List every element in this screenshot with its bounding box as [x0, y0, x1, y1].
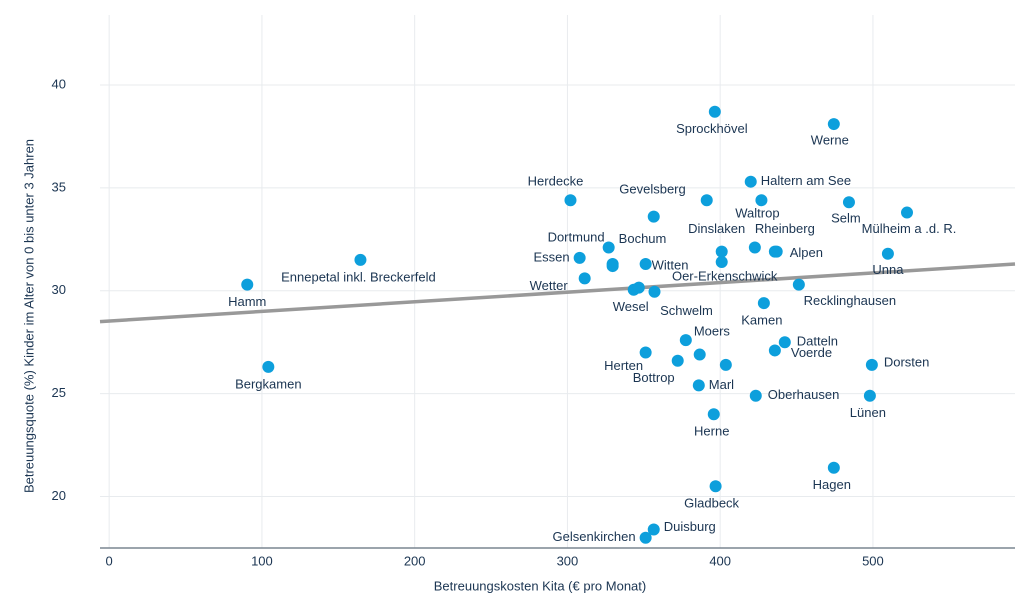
point-label: Herten — [604, 358, 643, 373]
point-label: Werne — [811, 133, 849, 148]
point-label: Dinslaken — [688, 221, 745, 236]
point-label: Schwelm — [660, 303, 713, 318]
point-label: Oberhausen — [768, 387, 840, 402]
y-tick-label: 20 — [52, 488, 66, 503]
point — [744, 175, 757, 188]
point — [757, 297, 770, 310]
point-label: Datteln — [797, 334, 838, 349]
point-label: Oer-Erkenschwick — [672, 268, 778, 283]
point — [827, 461, 840, 474]
point — [749, 389, 762, 402]
point — [755, 194, 768, 207]
point — [639, 531, 652, 544]
y-tick-label: 35 — [52, 179, 66, 194]
point-label: Bergkamen — [235, 376, 301, 391]
point-label: Kamen — [741, 313, 782, 328]
point — [715, 255, 728, 268]
y-axis-label: Betreuungsquote (%) Kinder im Alter von … — [21, 139, 36, 493]
point — [606, 260, 619, 273]
point — [671, 354, 684, 367]
x-tick-label: 300 — [557, 553, 579, 568]
point-label: Lünen — [850, 405, 886, 420]
y-tick-label: 30 — [52, 282, 66, 297]
point — [648, 285, 661, 298]
point-label: Selm — [831, 211, 861, 226]
trend-line — [99, 262, 1016, 324]
point — [647, 523, 660, 536]
point — [639, 346, 652, 359]
point — [564, 194, 577, 207]
point — [707, 408, 720, 421]
point — [901, 206, 914, 219]
point-label: Wesel — [613, 299, 649, 314]
point-label: Gevelsberg — [619, 182, 685, 197]
point — [700, 194, 713, 207]
point — [881, 247, 894, 260]
x-tick-label: 200 — [404, 553, 426, 568]
point — [241, 278, 254, 291]
point — [639, 258, 652, 271]
point-label: Ennepetal inkl. Breckerfeld — [281, 269, 436, 284]
point — [692, 379, 705, 392]
point-label: Unna — [872, 262, 904, 277]
x-tick-label: 100 — [251, 553, 273, 568]
point — [748, 241, 761, 254]
x-tick-label: 0 — [106, 553, 113, 568]
point — [578, 272, 591, 285]
point — [768, 344, 781, 357]
point — [863, 389, 876, 402]
point — [827, 118, 840, 131]
x-axis-label: Betreuungskosten Kita (€ pro Monat) — [434, 578, 646, 593]
point — [865, 358, 878, 371]
point-label: Dortmund — [548, 229, 605, 244]
point-label: Wetter — [530, 278, 569, 293]
point — [719, 358, 732, 371]
point — [602, 241, 615, 254]
point-label: Bottrop — [633, 370, 675, 385]
point-label: Bochum — [619, 231, 667, 246]
point-label: Mülheim a .d. R. — [862, 221, 957, 236]
point-label: Hamm — [228, 294, 266, 309]
point — [647, 210, 660, 223]
point-label: Haltern am See — [761, 173, 851, 188]
point-label: Gladbeck — [684, 496, 739, 511]
point — [693, 348, 706, 361]
point-label: Gelsenkirchen — [553, 529, 636, 544]
point-label: Witten — [652, 257, 689, 272]
point — [708, 105, 721, 118]
point-label: Duisburg — [664, 519, 716, 534]
point — [770, 245, 783, 258]
point-label: Herne — [694, 424, 729, 439]
point-label: Moers — [694, 324, 731, 339]
point-label: Rheinberg — [755, 221, 815, 236]
point-label: Waltrop — [735, 206, 779, 221]
point-label: Essen — [534, 249, 570, 264]
x-tick-label: 500 — [862, 553, 884, 568]
point — [679, 334, 692, 347]
point — [709, 480, 722, 493]
point-label: Alpen — [790, 245, 823, 260]
x-tick-label: 400 — [709, 553, 731, 568]
point-label: Recklinghausen — [804, 293, 897, 308]
y-tick-label: 25 — [52, 385, 66, 400]
point — [792, 278, 805, 291]
point-label: Voerde — [791, 345, 832, 360]
point — [262, 360, 275, 373]
y-tick-label: 40 — [52, 76, 66, 91]
point — [778, 336, 791, 349]
point — [715, 245, 728, 258]
point — [632, 281, 645, 294]
point — [354, 253, 367, 266]
point-label: Hagen — [813, 477, 851, 492]
point-label: Herdecke — [528, 174, 584, 189]
point-label: Sprockhövel — [676, 121, 748, 136]
point — [573, 251, 586, 264]
point-label: Marl — [709, 377, 734, 392]
point — [842, 196, 855, 209]
point-label: Dorsten — [884, 354, 930, 369]
